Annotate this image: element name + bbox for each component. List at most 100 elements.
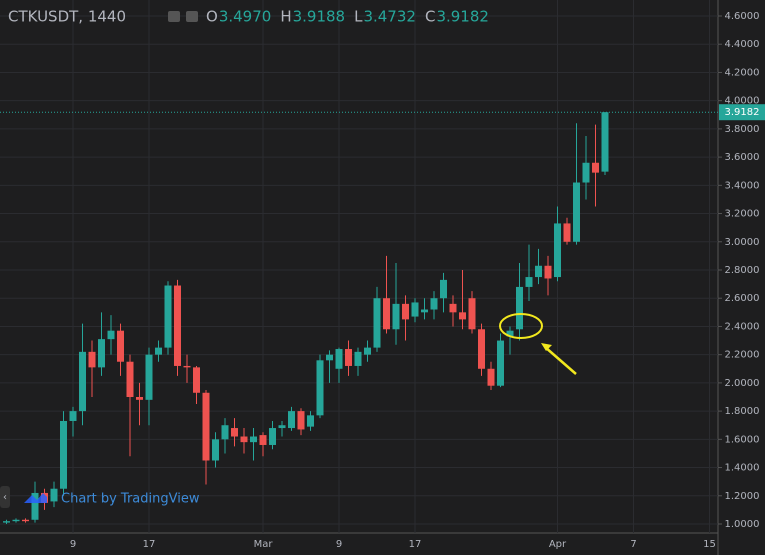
- candle-body: [297, 411, 305, 430]
- legend-value: 3.9182: [436, 8, 489, 26]
- candle-body: [164, 285, 172, 348]
- button-bg[interactable]: [0, 486, 10, 508]
- candle-body: [50, 488, 58, 502]
- legend-value: 3.4732: [363, 8, 416, 26]
- button-icon[interactable]: ‹: [3, 492, 7, 503]
- candle-body: [12, 519, 20, 522]
- y-tick-label: 3.4000: [725, 180, 760, 191]
- candle-body: [240, 436, 248, 443]
- candle-body: [506, 330, 514, 337]
- candle-body: [145, 354, 153, 400]
- candle-body: [497, 340, 504, 386]
- x-tick-label: 9: [70, 539, 76, 550]
- candle-body: [516, 286, 523, 330]
- candle-body: [155, 347, 162, 355]
- candle-body: [31, 492, 39, 520]
- candle-body: [60, 420, 67, 489]
- candles: [3, 112, 609, 524]
- candle-body: [22, 519, 29, 522]
- last-price-box: [719, 104, 765, 121]
- y-tick-label: 2.8000: [725, 265, 760, 276]
- candle-body: [582, 162, 590, 183]
- watermark: Chart by TradingView: [61, 492, 200, 507]
- y-tick-label: 1.6000: [725, 434, 760, 445]
- candle-body: [421, 309, 428, 313]
- candle-body: [107, 330, 115, 340]
- candle-body: [554, 223, 561, 278]
- candle-body: [335, 349, 343, 369]
- candle-body: [98, 339, 105, 368]
- candle-body: [117, 330, 124, 362]
- y-tick-label: 1.0000: [725, 519, 760, 530]
- candle-body: [288, 411, 295, 429]
- candle-body: [525, 277, 533, 287]
- legend-key: H: [280, 8, 291, 26]
- scroll-left-button[interactable]: ‹: [0, 486, 10, 508]
- y-tick-label: 3.6000: [725, 152, 760, 163]
- candle-body: [487, 368, 495, 386]
- candle-body: [69, 411, 77, 421]
- candle-body: [269, 428, 276, 445]
- candle-body: [373, 298, 381, 348]
- candle-body: [221, 425, 229, 440]
- candle-body: [79, 351, 86, 412]
- legend-value: 3.9188: [293, 8, 346, 26]
- candle-body: [364, 347, 371, 355]
- x-tick-label: 9: [336, 539, 342, 550]
- legend-key: C: [425, 8, 435, 26]
- ohlc-legend: O 3.4970 H 3.9188 L 3.4732 C 3.9182: [206, 8, 489, 26]
- candle-body: [468, 298, 476, 330]
- legend-key: O: [206, 8, 218, 26]
- annotation: [499, 313, 577, 375]
- x-tick-label: Apr: [549, 539, 567, 550]
- candle-body: [563, 223, 571, 242]
- candle-body: [544, 265, 552, 279]
- x-tick-label: 17: [409, 539, 422, 550]
- candle-body: [183, 365, 191, 368]
- x-tick-label: Mar: [254, 539, 274, 550]
- candle-body: [193, 367, 200, 393]
- candle-body: [202, 392, 210, 461]
- candle-body: [231, 428, 238, 437]
- legend-value: 3.4970: [219, 8, 272, 26]
- candle-body: [212, 439, 219, 461]
- y-tick-label: 3.2000: [725, 209, 760, 220]
- candle-body: [126, 361, 134, 397]
- y-tick-label: 1.2000: [725, 491, 760, 502]
- x-tick-label: 17: [143, 539, 156, 550]
- last-price-label: 3.9182: [725, 107, 760, 118]
- y-tick-label: 4.0000: [725, 96, 760, 107]
- y-tick-label: 2.4000: [725, 321, 760, 332]
- candle-body: [440, 279, 447, 299]
- y-tick-label: 3.0000: [725, 237, 760, 248]
- candle-body: [392, 303, 400, 330]
- candle-body: [535, 265, 542, 278]
- candle-body: [601, 112, 609, 172]
- candle-body: [383, 298, 390, 330]
- x-tick-label: 7: [630, 539, 636, 550]
- y-tick-label: 1.4000: [725, 463, 760, 474]
- y-tick-label: 4.4000: [725, 39, 760, 50]
- candle-body: [307, 415, 314, 427]
- y-tick-label: 3.8000: [725, 124, 760, 135]
- symbol-title: CTKUSDT, 1440: [8, 8, 126, 26]
- x-tick-label: 15: [703, 539, 716, 550]
- candle-body: [402, 303, 409, 320]
- candle-body: [354, 351, 362, 366]
- candle-body: [88, 351, 96, 368]
- candle-body: [459, 312, 466, 320]
- y-tick-label: 4.6000: [725, 11, 760, 22]
- y-tick-label: 4.2000: [725, 67, 760, 78]
- candle-body: [449, 303, 457, 313]
- y-tick-label: 2.0000: [725, 378, 760, 389]
- y-tick-label: 1.8000: [725, 406, 760, 417]
- candle-body: [174, 285, 181, 366]
- candle-body: [345, 349, 352, 366]
- candle-body: [250, 436, 257, 443]
- watermark-logo: [24, 493, 47, 503]
- candle-body: [573, 182, 580, 242]
- candle-body: [430, 298, 438, 310]
- candle-body: [136, 397, 143, 400]
